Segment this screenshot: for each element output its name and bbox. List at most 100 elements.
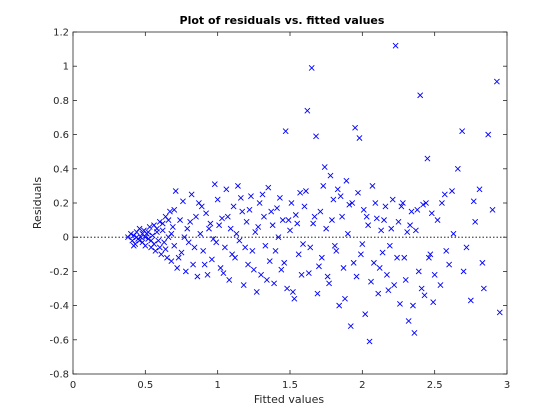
residual-point — [287, 227, 293, 234]
residual-point — [384, 271, 390, 278]
residual-point — [259, 191, 266, 198]
y-tick-label: -0.4 — [49, 301, 69, 312]
residual-point — [168, 258, 175, 265]
residual-point — [372, 200, 379, 206]
residual-point — [281, 259, 288, 266]
x-tick-label: 0 — [70, 380, 76, 391]
residual-point — [318, 254, 325, 261]
y-tick-label: 0.2 — [53, 199, 69, 210]
residual-point — [233, 230, 240, 237]
residual-point — [274, 205, 280, 212]
residual-point — [256, 200, 263, 206]
residual-point — [195, 200, 202, 206]
residual-point — [359, 241, 366, 247]
residual-point — [223, 186, 230, 193]
residual-point — [366, 338, 373, 345]
residual-point — [235, 182, 241, 189]
residual-point — [265, 184, 272, 191]
residual-point — [162, 246, 169, 253]
residual-point — [450, 230, 457, 237]
residual-point — [342, 295, 348, 302]
x-tick-label: 2.5 — [427, 380, 443, 391]
residual-point — [298, 271, 305, 278]
residual-point — [431, 271, 438, 278]
residual-point — [352, 124, 359, 131]
residual-point — [194, 273, 201, 280]
residual-point — [227, 225, 234, 232]
residual-point — [424, 155, 431, 162]
residual-point — [454, 165, 461, 172]
residual-point — [388, 225, 395, 232]
residual-point — [302, 188, 309, 194]
residual-point — [314, 290, 321, 297]
residual-point — [201, 261, 208, 268]
residual-point — [214, 196, 221, 203]
residual-point — [327, 172, 334, 179]
residual-point — [268, 208, 275, 215]
residual-point — [248, 193, 254, 200]
residual-point — [127, 230, 134, 237]
residual-point — [292, 212, 299, 218]
residual-point — [136, 237, 143, 244]
residual-point — [337, 193, 344, 200]
plot-area — [72, 31, 508, 375]
residual-point — [304, 107, 311, 114]
residual-point — [243, 218, 250, 225]
residual-point — [284, 285, 291, 292]
residual-point — [329, 217, 335, 224]
residual-point — [142, 242, 149, 249]
residual-point — [376, 265, 383, 271]
residual-point — [324, 273, 331, 280]
residual-point — [266, 258, 273, 265]
residual-point — [269, 222, 276, 229]
residual-point — [261, 213, 267, 220]
residual-point — [425, 254, 432, 261]
residual-point — [219, 215, 225, 222]
residual-point — [180, 198, 186, 205]
residual-point — [216, 222, 223, 229]
residual-point — [336, 302, 343, 309]
y-tick-label: 0 — [63, 233, 69, 244]
residual-point — [428, 210, 435, 217]
residual-point — [171, 206, 178, 213]
residual-point — [331, 242, 338, 249]
residual-point — [156, 244, 163, 251]
residual-point — [285, 217, 292, 224]
residual-point — [185, 239, 192, 246]
residual-point — [149, 232, 156, 239]
residual-point — [236, 237, 243, 244]
residual-point — [282, 128, 289, 135]
residual-point — [305, 270, 312, 277]
residual-point — [165, 217, 172, 224]
y-axis-label: Residuals — [31, 177, 44, 229]
residual-point — [181, 234, 188, 241]
residual-point — [289, 289, 296, 295]
residual-point — [397, 300, 403, 307]
x-tick-label: 2 — [359, 380, 365, 391]
residual-point — [449, 188, 455, 194]
residual-point — [272, 247, 279, 254]
residual-point — [167, 208, 173, 215]
residual-point — [476, 186, 483, 193]
residual-point — [399, 200, 406, 206]
residual-point — [369, 182, 376, 189]
residual-point — [480, 285, 487, 292]
residual-point — [443, 247, 450, 254]
residual-point — [385, 287, 392, 294]
residual-point — [417, 92, 424, 99]
residual-point — [438, 200, 445, 206]
y-tick-label: 1.2 — [53, 28, 69, 39]
residual-point — [360, 206, 367, 213]
residual-point — [355, 189, 361, 196]
y-tick-label: -0.6 — [49, 335, 69, 346]
x-tick-label: 0.5 — [137, 380, 153, 391]
residual-point — [200, 247, 207, 254]
residual-point — [276, 194, 283, 201]
residual-point — [423, 200, 429, 206]
residual-point — [297, 189, 304, 196]
residual-point — [421, 292, 428, 299]
residual-point — [441, 191, 448, 198]
residual-point — [184, 225, 191, 232]
residual-point — [208, 256, 215, 263]
residual-point — [206, 225, 212, 232]
